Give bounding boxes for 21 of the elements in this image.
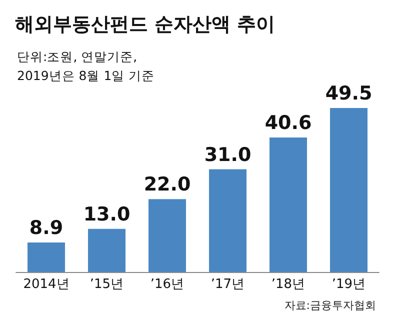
x-tick-label: 2014년 [23,277,70,292]
bar [269,137,308,272]
bar [27,242,66,272]
bar [88,228,126,272]
x-tick-label: ’16년 [150,277,184,292]
bar [330,108,368,272]
data-label: 31.0 [204,144,252,166]
data-label: 22.0 [144,174,191,196]
x-tick-label: ’17년 [210,277,245,292]
data-label: 8.9 [29,217,64,240]
chart-subtitle: 단위:조원, 연말기준, 2019년은 8월 1일 기준 [17,49,155,83]
data-label: 49.5 [325,82,372,104]
data-label: 40.6 [264,112,312,134]
chart-title: 해외부동산펀드 순자산액 추이 [15,14,276,36]
bar [208,169,247,272]
text: 자료:금융투자협회 [284,299,376,312]
data-label: 13.0 [83,203,130,226]
x-tick-label: ’18년 [271,277,306,292]
x-tick-label: ’19년 [332,277,366,292]
x-tick-label: ’15년 [90,277,124,292]
bar [148,199,186,272]
